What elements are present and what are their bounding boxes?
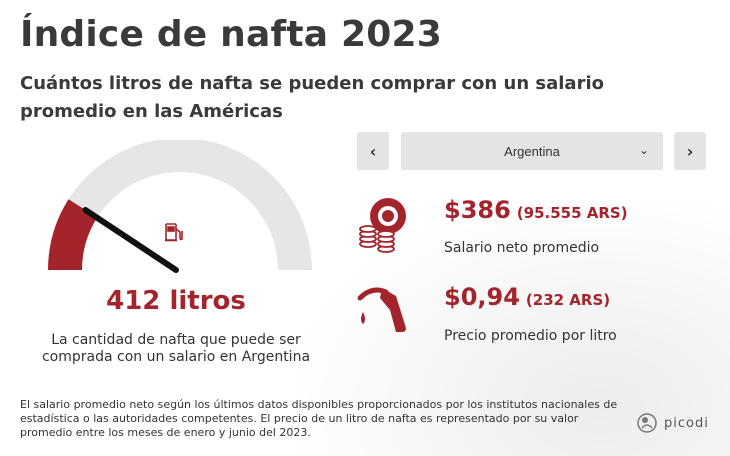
chevron-left-icon: ‹ xyxy=(369,141,377,161)
salary-ars: (95.555 ARS) xyxy=(516,204,628,222)
picodi-mark-icon xyxy=(637,413,657,433)
gauge-track xyxy=(48,140,312,271)
fuel-nozzle-icon xyxy=(357,287,406,332)
fuel-pump-icon xyxy=(165,223,183,242)
country-select[interactable]: Argentina ⌄ xyxy=(401,132,663,170)
country-select-value: Argentina xyxy=(504,143,560,159)
chevron-down-icon: ⌄ xyxy=(638,143,649,157)
salary-label: Salario neto promedio xyxy=(444,240,600,256)
gauge-fill xyxy=(48,199,98,271)
page-subtitle: Cuántos litros de nafta se pueden compra… xyxy=(20,73,604,122)
salary-usd: $386 xyxy=(444,196,511,224)
price-value: $0,94 (232 ARS) xyxy=(444,283,610,311)
picodi-logo: picodi xyxy=(636,410,716,436)
fuel-gauge xyxy=(48,140,312,273)
liters-description: La cantidad de nafta que puede ser compr… xyxy=(41,332,311,365)
salary-value: $386 (95.555 ARS) xyxy=(444,196,628,224)
page-title: Índice de nafta 2023 xyxy=(20,14,442,55)
next-country-button[interactable]: › xyxy=(674,132,706,170)
liters-value: 412 litros xyxy=(106,286,246,316)
price-ars: (232 ARS) xyxy=(525,291,611,309)
price-usd: $0,94 xyxy=(444,283,520,311)
brand-name: picodi xyxy=(664,415,709,431)
previous-country-button[interactable]: ‹ xyxy=(357,132,389,170)
footnote: El salario promedio neto según los últim… xyxy=(20,398,618,439)
gauge-needle xyxy=(82,206,179,273)
coins-icon xyxy=(359,198,406,253)
chevron-right-icon: › xyxy=(686,141,694,161)
price-label: Precio promedio por litro xyxy=(444,328,617,344)
